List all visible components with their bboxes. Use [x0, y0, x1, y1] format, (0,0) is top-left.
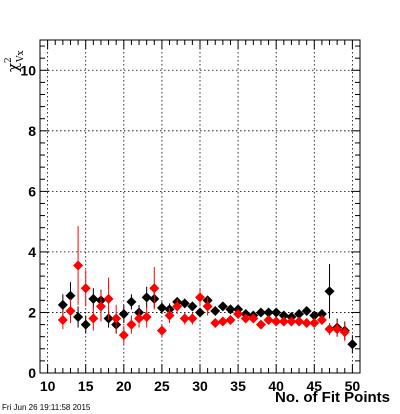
- data-point: [73, 260, 84, 271]
- data-point: [164, 310, 175, 321]
- data-point: [187, 313, 198, 324]
- y-tick-label: 10: [20, 62, 36, 78]
- y-tick-label: 4: [28, 244, 36, 260]
- data-point: [187, 301, 198, 312]
- data-point: [149, 283, 160, 294]
- data-point: [255, 307, 266, 318]
- data-point: [271, 307, 282, 318]
- data-point: [271, 316, 282, 327]
- y-axis-title-symbol: χ: [4, 63, 22, 72]
- data-point: [309, 310, 320, 321]
- data-point: [126, 319, 137, 330]
- x-tick-label: 40: [268, 378, 284, 394]
- y-axis-title-superscript: 2: [4, 57, 14, 63]
- data-point: [141, 292, 152, 303]
- data-point: [195, 292, 205, 303]
- x-tick-label: 30: [192, 378, 208, 394]
- x-axis-title: No. of Fit Points: [275, 389, 390, 406]
- data-point: [233, 308, 244, 319]
- data-point: [95, 301, 106, 312]
- y-axis-title: χ 2 Vx: [4, 50, 26, 72]
- y-tick-label: 2: [28, 304, 36, 320]
- data-point: [263, 315, 274, 326]
- data-point: [316, 315, 327, 326]
- data-point: [103, 293, 114, 304]
- data-point: [301, 318, 312, 329]
- x-tick-label: 35: [230, 378, 246, 394]
- data-point: [65, 290, 76, 301]
- data-point: [217, 301, 228, 312]
- data-point: [217, 316, 228, 327]
- data-point: [278, 316, 289, 327]
- data-point: [156, 325, 167, 336]
- data-point: [80, 283, 91, 294]
- data-point: [210, 318, 221, 329]
- data-point: [179, 298, 190, 309]
- data-point: [248, 313, 259, 324]
- data-point: [80, 319, 91, 330]
- data-point: [179, 313, 190, 324]
- data-point: [57, 299, 68, 310]
- data-point: [301, 305, 312, 316]
- data-point: [118, 308, 129, 319]
- timestamp: Fri Jun 26 19:11:58 2015: [2, 403, 91, 412]
- data-point: [339, 327, 350, 338]
- data-point: [141, 311, 152, 322]
- tick-labels: 10 15 20 25 30 35 40 45 50 0 2 4 6 8 10: [20, 62, 360, 394]
- data-point: [225, 304, 236, 315]
- x-tick-label: 25: [154, 378, 170, 394]
- x-tick-label: 45: [306, 378, 322, 394]
- data-point: [255, 319, 266, 330]
- data-point: [324, 324, 335, 335]
- x-tick-label: 50: [345, 378, 361, 394]
- data-point: [225, 315, 236, 326]
- data-point: [111, 313, 122, 324]
- data-point: [88, 293, 99, 304]
- data-point: [156, 302, 167, 313]
- data-point: [286, 316, 297, 327]
- axis-ticks: [39, 40, 361, 374]
- data-point: [263, 307, 274, 318]
- data-point: [57, 315, 68, 326]
- x-tick-label: 20: [116, 378, 132, 394]
- data-point: [88, 313, 99, 324]
- data-point: [294, 316, 305, 327]
- y-tick-label: 6: [28, 183, 36, 199]
- data-point: [309, 318, 320, 329]
- data-point: [73, 311, 84, 322]
- data-point: [316, 308, 327, 319]
- series-2: [57, 226, 350, 345]
- x-tick-label: 10: [40, 378, 56, 394]
- data-point: [347, 339, 358, 350]
- data-point: [126, 296, 137, 307]
- data-point: [332, 324, 343, 335]
- data-series: [57, 226, 358, 354]
- data-point: [202, 301, 213, 312]
- data-point: [324, 286, 335, 297]
- data-point: [210, 305, 221, 316]
- data-point: [240, 313, 251, 324]
- y-tick-label: 0: [28, 365, 36, 381]
- data-point: [172, 301, 183, 312]
- y-axis-title-subscript: Vx: [16, 50, 26, 63]
- x-tick-label: 15: [78, 378, 94, 394]
- y-tick-label: 8: [28, 123, 36, 139]
- data-point: [195, 307, 205, 318]
- data-point: [134, 313, 145, 324]
- data-point: [65, 305, 76, 316]
- data-point: [118, 330, 129, 341]
- data-point: [278, 310, 289, 321]
- data-point: [294, 308, 305, 319]
